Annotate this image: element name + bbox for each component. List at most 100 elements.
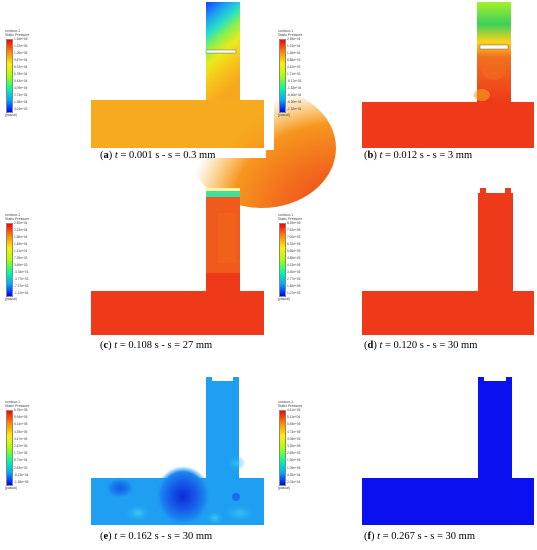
caption-a: (a) t = 0.001 s - s = 0.3 mm [100, 150, 216, 161]
legend-title: contour-1 Static Pressure [278, 29, 302, 37]
legend-title-line1: contour-1 [5, 400, 21, 404]
colorbar-ticks: 8.29e+05 7.62e+05 7.00e+05 6.32e+05 5.66e+05… [287, 221, 317, 296]
colorbar-ticks: 2.50e+04 2.23e+04 1.86e+04 1.48e+04 1.11e+04… [14, 221, 44, 296]
colorbar-tick-label: -1.83e+04 [287, 86, 302, 90]
legend-title-line1: contour-1 [278, 400, 294, 404]
contour-plot-d [362, 188, 534, 335]
colorbar-tick-label: 1.05e+05 [287, 465, 301, 470]
colorbar-tick-label: 3.03e+03 [14, 107, 28, 111]
caption-text: = 0.108 s - s = 27 mm [117, 340, 213, 351]
colorbar-tick-label: -6.50e+04 [287, 100, 302, 104]
legend-title: contour-1 Static Pressure [278, 213, 302, 221]
colorbar-tick-label: 4.41e+05 [287, 408, 301, 412]
legend-title-line1: contour-1 [278, 29, 294, 33]
colorbar-tick-label: 2.39e+04 [287, 37, 301, 41]
colorbar-ticks: 2.39e+04 1.91e+04 1.36e+04 8.88e+03 4.42e+03… [287, 37, 317, 112]
legend-title-line2: Static Pressure [278, 404, 303, 409]
caption-e: (e) t = 0.162 s - s = 30 mm [100, 531, 213, 542]
legend-unit: [pascal] [5, 297, 17, 301]
colorbar-tick-label: -8.13e+04 [14, 472, 29, 477]
caption-text: = 0.120 s - s = 30 mm [382, 340, 478, 351]
caption-label: e [103, 531, 109, 542]
legend-title-line2: Static Pressure [5, 404, 30, 409]
legend-title-line2: Static Pressure [278, 33, 303, 38]
caption-time: t [377, 531, 381, 542]
colorbar-tick-label: 4.29e+05 [14, 429, 28, 434]
colorbar [279, 410, 286, 486]
colorbar [279, 223, 286, 297]
legend-title-line2: Static Pressure [278, 217, 303, 222]
colorbar-tick-label: 5.11e+05 [287, 415, 301, 420]
panel-c: contour-1 Static Pressure 2.50e+04 2.23e+… [0, 183, 270, 363]
contour-plot-b [362, 2, 534, 148]
colorbar-tick-label: 7.00e+05 [287, 235, 301, 239]
colorbar-tick-label: 1.86e+04 [14, 235, 28, 239]
caption-time: t [114, 150, 118, 161]
caption-time: t [114, 531, 118, 542]
colorbar-tick-label: -4.34e+01 [14, 270, 29, 274]
colorbar-tick-label: 3.35e+05 [287, 444, 301, 448]
legend-title-line1: contour-1 [278, 213, 294, 217]
colorbar [6, 223, 13, 297]
colorbar-tick-label: -1.65e+05 [14, 480, 29, 484]
contour-plot-f [362, 377, 534, 525]
colorbar-tick-label: 1.22e+05 [14, 44, 28, 48]
colorbar-tick-label: 1.34e+05 [14, 37, 28, 41]
caption-text: = 0.001 s - s = 0.3 mm [117, 150, 216, 161]
colorbar-ticks: 4.41e+05 5.11e+05 5.48e+05 4.73e+05 4.05e+05… [287, 408, 317, 485]
caption-d: (d) t = 0.120 s - s = 30 mm [364, 340, 478, 351]
colorbar-tick-label: 7.62e+05 [287, 228, 301, 232]
legend-unit: [pascal] [278, 113, 290, 117]
colorbar-tick-label: 2.03e+04 [287, 480, 301, 484]
legend-title: contour-1 Static Pressure [278, 400, 302, 408]
colorbar-tick-label: 3.47e+05 [14, 436, 28, 441]
colorbar-tick-label: 1.07e+05 [287, 291, 301, 295]
colorbar-tick-label: 2.77e+05 [287, 277, 301, 281]
colorbar-tick-label: 4.35e+04 [287, 472, 301, 477]
contour-plot-c [91, 188, 264, 335]
colorbar-tick-label: 7.39e+03 [14, 256, 28, 260]
caption-c: (c) t = 0.108 s - s = 27 mm [100, 340, 213, 351]
legend-unit: [pascal] [278, 486, 290, 490]
colorbar-tick-label: 1.36e+04 [287, 51, 301, 55]
caption-label: f [367, 531, 372, 542]
colorbar-ticks: 1.34e+05 1.22e+05 1.09e+05 9.57e+04 8.32e+04… [14, 37, 44, 112]
colorbar-tick-label: 1.80e+05 [287, 284, 301, 288]
panel-d: contour-1 Static Pressure 8.29e+05 7.62e+… [270, 183, 537, 363]
colorbar-tick-label: -6.17e+03 [287, 79, 302, 83]
colorbar-tick-label: 5.94e+05 [14, 415, 28, 420]
legend-title-line2: Static Pressure [5, 217, 30, 222]
colorbar-tick-label: 2.23e+04 [14, 228, 28, 232]
legend-title-line1: contour-1 [5, 29, 21, 33]
colorbar-tick-label: -7.47e+03 [14, 284, 29, 288]
legend-title: contour-1 Static Pressure [5, 400, 29, 408]
colorbar-tick-label: -6.60e+04 [287, 93, 302, 97]
caption-text: = 0.162 s - s = 30 mm [117, 531, 213, 542]
colorbar-tick-label: 8.72e+04 [14, 458, 28, 463]
colorbar [279, 39, 286, 113]
colorbar-tick-label: 2.73e+04 [14, 93, 28, 97]
colorbar-tick-label: 6.32e+05 [287, 242, 301, 246]
caption-time: t [379, 150, 383, 161]
colorbar-tick-label: -3.77e+03 [14, 277, 29, 281]
colorbar-tick-label: 5.66e+05 [287, 249, 301, 253]
contour-plot-a [91, 2, 336, 208]
colorbar-tick-label: 5.14e+05 [14, 422, 28, 427]
panel-e: contour-1 Static Pressure 6.76e+05 5.94e+… [0, 373, 270, 550]
colorbar-tick-label: 3.50e+05 [287, 270, 301, 274]
legend-unit: [pascal] [5, 113, 17, 117]
colorbar-ticks: 6.76e+05 5.94e+05 5.14e+05 4.29e+05 3.47e+05… [14, 408, 44, 485]
colorbar-tick-label: 1.91e+04 [287, 44, 301, 48]
colorbar-tick-label: 4.85e+05 [287, 256, 301, 260]
colorbar-tick-label: 2.59e+05 [287, 451, 301, 456]
colorbar-tick-label: -1.12e+04 [14, 291, 29, 295]
caption-label: d [367, 340, 374, 351]
colorbar-tick-label: 2.83e+03 [14, 465, 28, 470]
colorbar-tick-label: 5.43e+04 [14, 79, 28, 83]
caption-time: t [379, 340, 383, 351]
colorbar-tick-label: 1.71e+03 [287, 72, 301, 76]
legend-unit: [pascal] [278, 297, 290, 301]
colorbar-tick-label: 2.67e+05 [14, 444, 28, 448]
colorbar-tick-label: 4.73e+05 [287, 429, 301, 434]
colorbar-tick-label: 3.69e+03 [14, 263, 28, 267]
